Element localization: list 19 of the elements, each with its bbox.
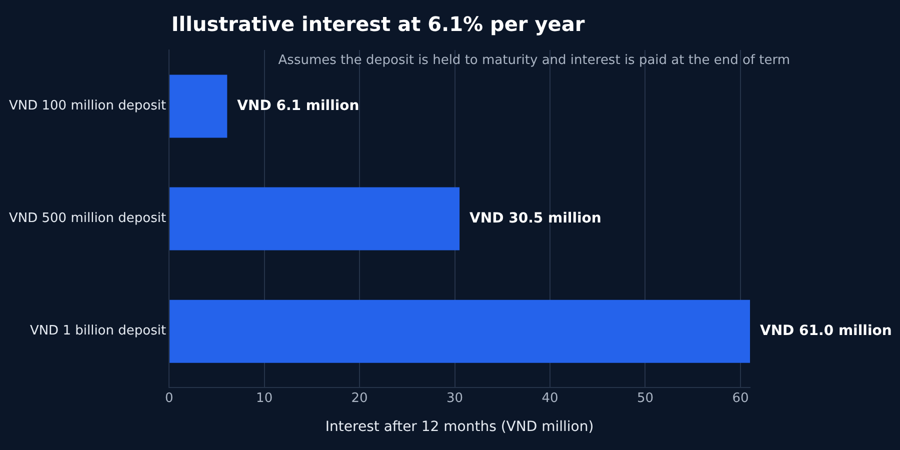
bar [170, 187, 460, 250]
data-label: VND 30.5 million [470, 210, 602, 226]
data-label: VND 6.1 million [237, 98, 360, 114]
x-tick-label: 0 [164, 390, 174, 406]
y-tick-label: VND 100 million deposit [8, 98, 166, 114]
x-axis-title: Interest after 12 months (VND million) [325, 419, 594, 436]
x-tick-label: 20 [351, 390, 368, 406]
bar [170, 300, 750, 363]
y-tick-label: VND 500 million deposit [8, 211, 166, 226]
x-tick-label: 10 [256, 390, 273, 406]
x-tick-label: 40 [542, 390, 558, 406]
x-tick-label: 60 [732, 390, 749, 406]
y-tick-label: VND 1 billion deposit [30, 324, 166, 339]
x-tick-label: 50 [636, 390, 654, 406]
bar [170, 74, 228, 138]
chart-title: Illustrative interest at 6.1% per year [171, 12, 585, 36]
x-tick-label: 30 [446, 390, 464, 406]
data-label: VND 61.0 million [760, 322, 892, 339]
annotation: Assumes the deposit is held to maturity and interest is paid at the end of term [278, 52, 790, 68]
